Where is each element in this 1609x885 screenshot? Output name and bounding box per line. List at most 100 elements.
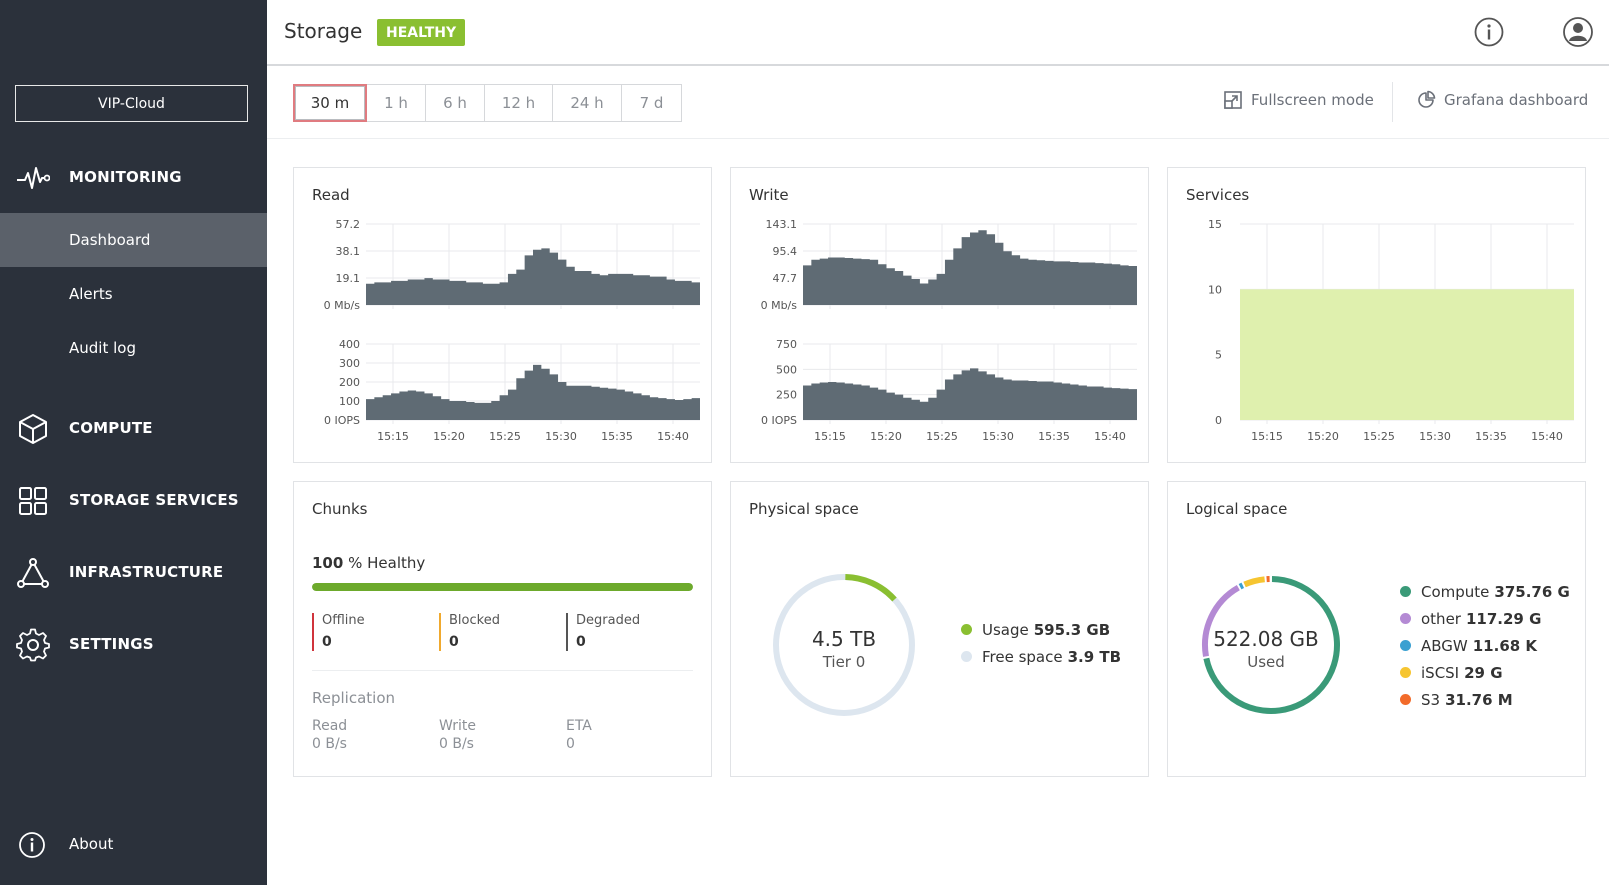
fullscreen-button[interactable]: Fullscreen mode xyxy=(1223,90,1374,110)
range-1h-button[interactable]: 1 h xyxy=(367,85,426,121)
fullscreen-label: Fullscreen mode xyxy=(1251,91,1374,109)
y-tick-label: 19.1 xyxy=(336,272,361,285)
grafana-label: Grafana dashboard xyxy=(1444,91,1589,109)
sidebar-item-alerts[interactable]: Alerts xyxy=(0,267,267,321)
status-badge: HEALTHY xyxy=(377,19,466,46)
x-tick-label: 15:30 xyxy=(545,430,577,443)
sidebar-item-label: Audit log xyxy=(69,339,136,357)
cube-icon xyxy=(19,414,47,444)
legend-item-compute: Compute 375.76 G xyxy=(1400,578,1570,605)
nav-monitoring-label: MONITORING xyxy=(69,168,182,186)
y-tick-label: 5 xyxy=(1215,349,1222,362)
x-tick-label: 15:15 xyxy=(1251,430,1283,443)
physical-space-panel: Physical space 4.5 TB Tier 0 Usage 595.3… xyxy=(730,481,1149,777)
physical-space-donut xyxy=(773,574,915,716)
y-tick-label: 57.2 xyxy=(336,218,361,231)
range-30m-button[interactable]: 30 m xyxy=(293,84,367,122)
x-tick-label: 15:25 xyxy=(1363,430,1395,443)
donut-segment-compute xyxy=(1203,576,1340,714)
fullscreen-icon xyxy=(1224,91,1242,109)
legend-label: Free space xyxy=(982,647,1063,666)
sidebar-item-label: Alerts xyxy=(69,285,113,303)
info-icon[interactable] xyxy=(1473,16,1505,48)
legend-item-s3: S3 31.76 M xyxy=(1400,686,1570,713)
y-tick-label: 750 xyxy=(776,338,797,351)
nav-compute[interactable]: COMPUTE xyxy=(0,408,267,448)
nav-storage-services-label: STORAGE SERVICES xyxy=(69,491,239,509)
donut-segment-abgw xyxy=(1238,582,1245,590)
y-tick-label: 100 xyxy=(339,395,360,408)
range-6h-button[interactable]: 6 h xyxy=(426,85,485,121)
series-area xyxy=(803,368,1137,420)
x-tick-label: 15:35 xyxy=(1475,430,1507,443)
physical-space-center: 4.5 TB Tier 0 xyxy=(784,627,904,671)
replication-read: Read 0 B/s xyxy=(312,717,347,753)
range-24h-button[interactable]: 24 h xyxy=(553,85,622,121)
y-tick-label: 0 IOPS xyxy=(324,414,360,427)
logical-space-panel: Logical space 522.08 GB Used Compute 375.… xyxy=(1167,481,1586,777)
sidebar-item-dashboard[interactable]: Dashboard xyxy=(0,213,267,267)
logical-space-total: 522.08 GB xyxy=(1213,627,1319,651)
nav-infrastructure-label: INFRASTRUCTURE xyxy=(69,563,224,581)
replication-read-label: Read xyxy=(312,718,348,734)
legend-dot xyxy=(1400,613,1411,624)
nav-settings[interactable]: SETTINGS xyxy=(0,624,267,664)
cluster-selector[interactable]: VIP-Cloud xyxy=(15,85,248,122)
nav-about-label: About xyxy=(69,835,114,853)
nav-monitoring[interactable]: MONITORING xyxy=(0,157,267,197)
legend-item-free-space: Free space 3.9 TB xyxy=(961,643,1121,670)
logical-space-center: 522.08 GB Used xyxy=(1201,627,1331,671)
y-tick-label: 400 xyxy=(339,338,360,351)
legend-item-abgw: ABGW 11.68 K xyxy=(1400,632,1570,659)
nav-infrastructure[interactable]: INFRASTRUCTURE xyxy=(0,552,267,592)
chunk-stat-label: Blocked xyxy=(449,613,500,628)
legend-item-other: other 117.29 G xyxy=(1400,605,1570,632)
legend-value: 29 G xyxy=(1464,663,1503,682)
legend-item-iscsi: iSCSI 29 G xyxy=(1400,659,1570,686)
legend-value: 31.76 M xyxy=(1445,690,1513,709)
y-tick-label: 0 Mb/s xyxy=(761,299,798,312)
x-tick-label: 15:35 xyxy=(601,430,633,443)
network-icon xyxy=(17,558,49,588)
series-area xyxy=(366,364,700,420)
donut-segment-iscsi xyxy=(1243,576,1266,588)
replication-read-value: 0 B/s xyxy=(312,736,347,752)
grafana-dashboard-link[interactable]: Grafana dashboard xyxy=(1416,90,1588,110)
range-7d-button[interactable]: 7 d xyxy=(639,94,664,112)
legend-label: other xyxy=(1421,609,1461,628)
write-chart: 0 Mb/s 47.7 95.4 143.1 0 IOPS 250 500 750 15:15 1… xyxy=(761,218,1137,443)
x-tick-label: 15:40 xyxy=(1094,430,1126,443)
pulse-icon xyxy=(17,167,50,189)
legend-dot xyxy=(1400,667,1411,678)
y-tick-label: 143.1 xyxy=(766,218,798,231)
logical-space-used: Used xyxy=(1247,653,1285,671)
legend-label: S3 xyxy=(1421,690,1441,709)
services-chart: 0 5 10 15 15:15 15:20 15:25 15:30 15:35 15:40 xyxy=(1208,218,1574,443)
legend-dot xyxy=(1400,694,1411,705)
x-tick-label: 15:15 xyxy=(377,430,409,443)
legend-dot xyxy=(961,651,972,662)
nav-storage-services[interactable]: STORAGE SERVICES xyxy=(0,480,267,520)
info-icon xyxy=(19,832,45,858)
legend-dot xyxy=(1400,586,1411,597)
y-tick-label: 250 xyxy=(776,389,797,402)
read-panel: Read 0 Mb/s 19.1 38.1 57.2 0 IOPS 100 200 300 40… xyxy=(293,167,712,463)
x-tick-label: 15:40 xyxy=(1531,430,1563,443)
chunks-health-bar xyxy=(312,583,693,591)
x-tick-label: 15:15 xyxy=(814,430,846,443)
legend-dot xyxy=(1400,640,1411,651)
x-tick-label: 15:20 xyxy=(1307,430,1339,443)
y-tick-label: 500 xyxy=(776,363,797,376)
replication-title: Replication xyxy=(312,689,396,707)
user-avatar-icon[interactable] xyxy=(1562,16,1594,48)
sidebar-item-audit-log[interactable]: Audit log xyxy=(0,321,267,375)
legend-label: iSCSI xyxy=(1421,663,1460,682)
range-12h-button[interactable]: 12 h xyxy=(485,85,553,121)
donut-free-segment xyxy=(773,574,915,716)
physical-space-title: Physical space xyxy=(749,500,859,518)
nav-about[interactable]: About xyxy=(0,824,267,864)
chunks-healthy-percent: 100 xyxy=(312,554,344,572)
time-range-selector: 30 m 1 h 6 h 12 h 24 h 7 d xyxy=(293,84,682,122)
services-panel: Services 0 5 10 15 15:15 15:20 15:25 15:30 15:35… xyxy=(1167,167,1586,463)
